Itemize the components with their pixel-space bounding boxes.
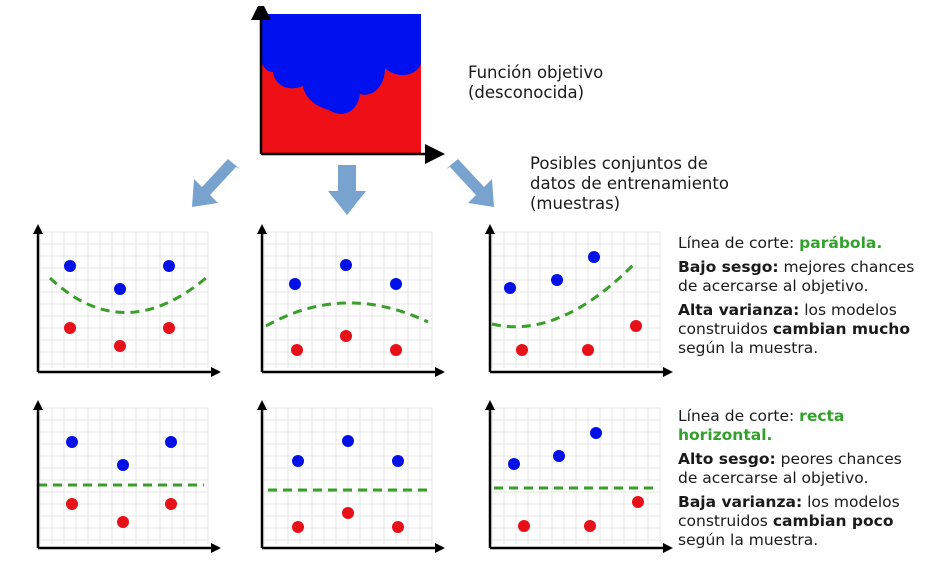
blue-point <box>292 455 304 467</box>
row2-bias: Alto sesgo: peores chances de acercarse … <box>678 450 902 487</box>
red-point <box>392 521 404 533</box>
row2-cut-line: Línea de corte: recta horizontal. <box>678 407 845 444</box>
parabola-boundary <box>491 260 638 329</box>
blue-point <box>114 283 126 295</box>
y-axis-arrowhead <box>485 400 495 410</box>
blue-point <box>508 458 520 470</box>
y-axis-arrowhead <box>33 400 43 410</box>
row1-bias: Bajo sesgo: mejores chances de acercarse… <box>678 258 915 295</box>
blue-point <box>553 450 565 462</box>
red-point <box>114 340 126 352</box>
red-point <box>163 322 175 334</box>
row2-plot3 <box>485 400 673 553</box>
arrow-left-icon <box>192 159 240 207</box>
blue-point <box>392 455 404 467</box>
axes <box>33 400 221 553</box>
parabola-boundary <box>48 276 207 314</box>
red-point <box>291 344 303 356</box>
grid <box>491 407 661 544</box>
red-point <box>66 498 78 510</box>
axes <box>257 400 445 553</box>
sampling-arrows <box>192 159 494 215</box>
axes <box>485 400 673 553</box>
row2-plot2 <box>257 400 445 553</box>
row1-cut-line: Línea de corte: parábola. <box>678 234 883 252</box>
samples-label: Posibles conjuntos de datos de entrenami… <box>530 154 729 214</box>
y-axis-arrowhead <box>33 224 43 234</box>
red-point <box>516 344 528 356</box>
row1-variance: Alta varianza: los modelos construidos c… <box>678 301 910 357</box>
blue-point <box>66 436 78 448</box>
red-point <box>518 520 530 532</box>
red-point <box>165 498 177 510</box>
red-point <box>630 320 642 332</box>
target-label-line2: (desconocida) <box>468 83 585 102</box>
red-point <box>117 516 129 528</box>
x-axis-arrowhead <box>211 367 221 377</box>
target-blue-region <box>261 14 421 114</box>
red-point <box>340 330 352 342</box>
red-point <box>632 496 644 508</box>
grid <box>263 407 433 544</box>
x-axis-arrowhead <box>435 543 445 553</box>
row2-explanation: Línea de corte: recta horizontal. Alto s… <box>678 407 923 555</box>
parabola-boundary <box>265 301 429 328</box>
x-axis-arrowhead <box>211 543 221 553</box>
target-function-plot <box>251 6 445 164</box>
red-point <box>390 344 402 356</box>
blue-point <box>64 260 76 272</box>
axes <box>33 224 221 377</box>
arrow-right-icon <box>446 159 494 207</box>
x-axis-arrowhead <box>663 543 673 553</box>
x-axis-arrowhead <box>435 367 445 377</box>
row2-variance: Baja varianza: los modelos construidos c… <box>678 493 900 549</box>
y-axis-arrowhead <box>257 224 267 234</box>
red-point <box>64 322 76 334</box>
blue-point <box>504 282 516 294</box>
blue-point <box>289 278 301 290</box>
blue-point <box>551 274 563 286</box>
samples-label-line2: datos de entrenamiento <box>530 174 729 193</box>
red-point <box>582 344 594 356</box>
blue-point <box>390 278 402 290</box>
row1-plot3 <box>485 224 673 377</box>
y-axis-arrowhead <box>257 400 267 410</box>
y-axis-arrowhead <box>485 224 495 234</box>
row2-plot1 <box>33 400 221 553</box>
row1-plot2 <box>257 224 445 377</box>
blue-point <box>340 259 352 271</box>
blue-point <box>163 260 175 272</box>
target-label-line1: Función objetivo <box>468 63 604 82</box>
axes <box>485 224 673 377</box>
axes <box>257 224 445 377</box>
grid <box>491 231 661 368</box>
blue-point <box>588 251 600 263</box>
red-point <box>342 507 354 519</box>
samples-label-line1: Posibles conjuntos de <box>530 154 708 173</box>
blue-point <box>590 427 602 439</box>
blue-point <box>342 435 354 447</box>
blue-point <box>165 436 177 448</box>
row1-plot1 <box>33 224 221 377</box>
red-point <box>584 520 596 532</box>
row1-explanation: Línea de corte: parábola. Bajo sesgo: me… <box>678 234 923 363</box>
x-axis-arrowhead <box>663 367 673 377</box>
target-label: Función objetivo (desconocida) <box>468 63 603 103</box>
arrow-down-icon <box>328 165 366 215</box>
samples-label-line3: (muestras) <box>530 194 621 213</box>
grid <box>263 231 433 368</box>
blue-point <box>117 459 129 471</box>
red-point <box>292 521 304 533</box>
